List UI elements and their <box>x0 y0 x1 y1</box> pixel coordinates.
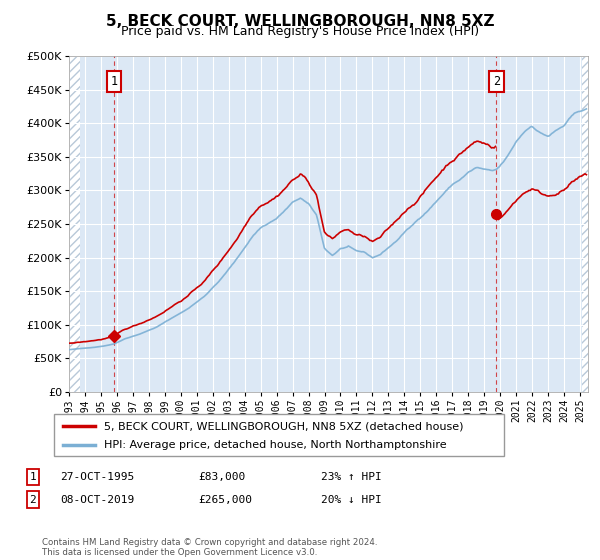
Text: 27-OCT-1995: 27-OCT-1995 <box>60 472 134 482</box>
Text: 20% ↓ HPI: 20% ↓ HPI <box>321 494 382 505</box>
Text: 08-OCT-2019: 08-OCT-2019 <box>60 494 134 505</box>
Text: Price paid vs. HM Land Registry's House Price Index (HPI): Price paid vs. HM Land Registry's House … <box>121 25 479 38</box>
Text: 1: 1 <box>110 75 118 88</box>
Text: Contains HM Land Registry data © Crown copyright and database right 2024.
This d: Contains HM Land Registry data © Crown c… <box>42 538 377 557</box>
Text: HPI: Average price, detached house, North Northamptonshire: HPI: Average price, detached house, Nort… <box>104 440 446 450</box>
Text: 2: 2 <box>29 494 37 505</box>
Text: £83,000: £83,000 <box>198 472 245 482</box>
Text: £265,000: £265,000 <box>198 494 252 505</box>
Text: 5, BECK COURT, WELLINGBOROUGH, NN8 5XZ (detached house): 5, BECK COURT, WELLINGBOROUGH, NN8 5XZ (… <box>104 421 463 431</box>
Text: 5, BECK COURT, WELLINGBOROUGH, NN8 5XZ: 5, BECK COURT, WELLINGBOROUGH, NN8 5XZ <box>106 14 494 29</box>
FancyBboxPatch shape <box>54 414 504 456</box>
Text: 23% ↑ HPI: 23% ↑ HPI <box>321 472 382 482</box>
Text: 1: 1 <box>29 472 37 482</box>
Text: 2: 2 <box>493 75 500 88</box>
